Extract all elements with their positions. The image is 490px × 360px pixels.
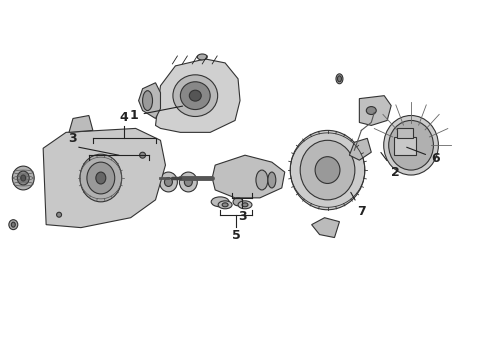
Ellipse shape: [211, 197, 229, 207]
Ellipse shape: [367, 107, 376, 114]
Polygon shape: [139, 83, 161, 118]
Ellipse shape: [336, 74, 343, 84]
Ellipse shape: [56, 212, 62, 217]
Ellipse shape: [300, 140, 355, 200]
Ellipse shape: [242, 203, 248, 207]
Bar: [397, 129, 413, 138]
Ellipse shape: [140, 152, 146, 158]
Ellipse shape: [184, 177, 192, 186]
Ellipse shape: [9, 220, 18, 230]
Ellipse shape: [256, 170, 268, 190]
Polygon shape: [359, 96, 391, 125]
Ellipse shape: [17, 171, 29, 185]
Ellipse shape: [233, 198, 243, 206]
Ellipse shape: [165, 177, 172, 186]
Text: 1: 1: [130, 106, 183, 122]
Ellipse shape: [143, 91, 152, 111]
Polygon shape: [349, 138, 371, 160]
Text: 7: 7: [351, 192, 366, 218]
Polygon shape: [212, 155, 285, 198]
Ellipse shape: [173, 75, 218, 117]
Bar: [394, 137, 416, 155]
Ellipse shape: [12, 166, 34, 190]
Polygon shape: [69, 116, 93, 132]
Text: 5: 5: [232, 229, 241, 242]
Ellipse shape: [315, 157, 340, 184]
Text: 3: 3: [238, 210, 246, 223]
Ellipse shape: [159, 172, 177, 192]
Ellipse shape: [96, 172, 106, 184]
Text: 6: 6: [407, 147, 440, 165]
Text: 4: 4: [120, 112, 128, 125]
Ellipse shape: [87, 162, 115, 194]
Ellipse shape: [338, 76, 342, 82]
Ellipse shape: [290, 130, 365, 210]
Polygon shape: [155, 59, 240, 132]
Ellipse shape: [384, 116, 439, 175]
Ellipse shape: [11, 222, 15, 227]
Ellipse shape: [222, 203, 228, 207]
Polygon shape: [43, 129, 166, 228]
Ellipse shape: [238, 201, 252, 209]
Ellipse shape: [389, 121, 434, 170]
Text: 2: 2: [381, 152, 400, 179]
Polygon shape: [312, 218, 340, 238]
Ellipse shape: [189, 90, 201, 101]
Ellipse shape: [218, 201, 232, 209]
Ellipse shape: [197, 54, 207, 60]
Ellipse shape: [180, 82, 210, 109]
Ellipse shape: [179, 172, 197, 192]
Ellipse shape: [21, 175, 26, 181]
Text: 3: 3: [69, 132, 77, 145]
Ellipse shape: [268, 172, 276, 188]
Ellipse shape: [80, 154, 122, 202]
